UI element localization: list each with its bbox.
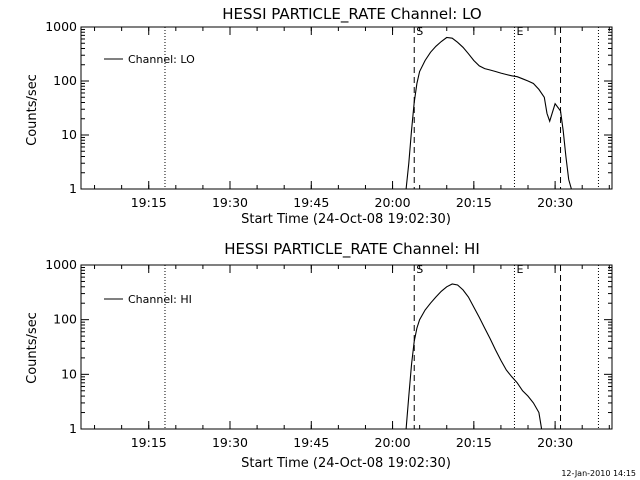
y-tick-label: 1000 <box>45 257 77 272</box>
x-tick-label: 19:45 <box>293 435 329 450</box>
y-tick-label: 1 <box>69 421 77 436</box>
footer-timestamp: 12-Jan-2010 14:15 <box>561 469 636 478</box>
hi-channel-panel: HESSI PARTICLE_RATE Channel: HI Counts/s… <box>25 240 613 471</box>
chart-title: HESSI PARTICLE_RATE Channel: HI <box>224 240 480 259</box>
marker-label: E <box>516 25 523 38</box>
legend-label: Channel: HI <box>128 293 192 306</box>
y-tick-label: 10 <box>61 127 77 142</box>
y-tick-label: 100 <box>53 73 77 88</box>
y-tick-label: 100 <box>53 312 77 327</box>
x-tick-label: 19:45 <box>293 195 329 210</box>
axes-frame <box>80 26 613 190</box>
y-tick-label: 1000 <box>45 19 77 34</box>
x-tick-label: 20:30 <box>537 195 573 210</box>
series-line <box>405 36 572 190</box>
axes-frame <box>80 264 613 430</box>
x-tick-label: 20:00 <box>375 195 411 210</box>
legend: Channel: HI <box>104 293 192 306</box>
x-tick-label: 20:15 <box>456 435 492 450</box>
x-axis-label: Start Time (24-Oct-08 19:02:30) <box>241 456 451 471</box>
plot-area: 1 10 100 1000 19:15 19:30 19:45 20:00 20:15 20:30… <box>45 19 613 210</box>
x-tick-label: 19:15 <box>131 435 167 450</box>
x-tick-label: 19:30 <box>212 195 248 210</box>
y-axis-label: Counts/sec <box>25 74 40 146</box>
y-tick-label: 10 <box>61 366 77 381</box>
x-tick-label: 20:15 <box>456 195 492 210</box>
x-tick-label: 19:30 <box>212 435 248 450</box>
plot-area: 1 10 100 1000 19:15 19:30 19:45 20:00 20:15 20:30… <box>45 257 613 450</box>
marker-label: E <box>516 263 523 276</box>
marker-label: S <box>416 263 423 276</box>
legend: Channel: LO <box>104 53 195 66</box>
x-tick-label: 19:15 <box>131 195 167 210</box>
chart-title: HESSI PARTICLE_RATE Channel: LO <box>222 5 481 24</box>
y-axis-label: Counts/sec <box>25 312 40 384</box>
lo-channel-panel: HESSI PARTICLE_RATE Channel: LO Counts/s… <box>25 5 613 227</box>
series-line <box>405 283 543 430</box>
x-axis-label: Start Time (24-Oct-08 19:02:30) <box>241 212 451 227</box>
y-tick-label: 1 <box>69 181 77 196</box>
marker-label: S <box>416 25 423 38</box>
legend-label: Channel: LO <box>128 53 195 66</box>
x-tick-label: 20:00 <box>375 435 411 450</box>
x-tick-label: 20:30 <box>537 435 573 450</box>
